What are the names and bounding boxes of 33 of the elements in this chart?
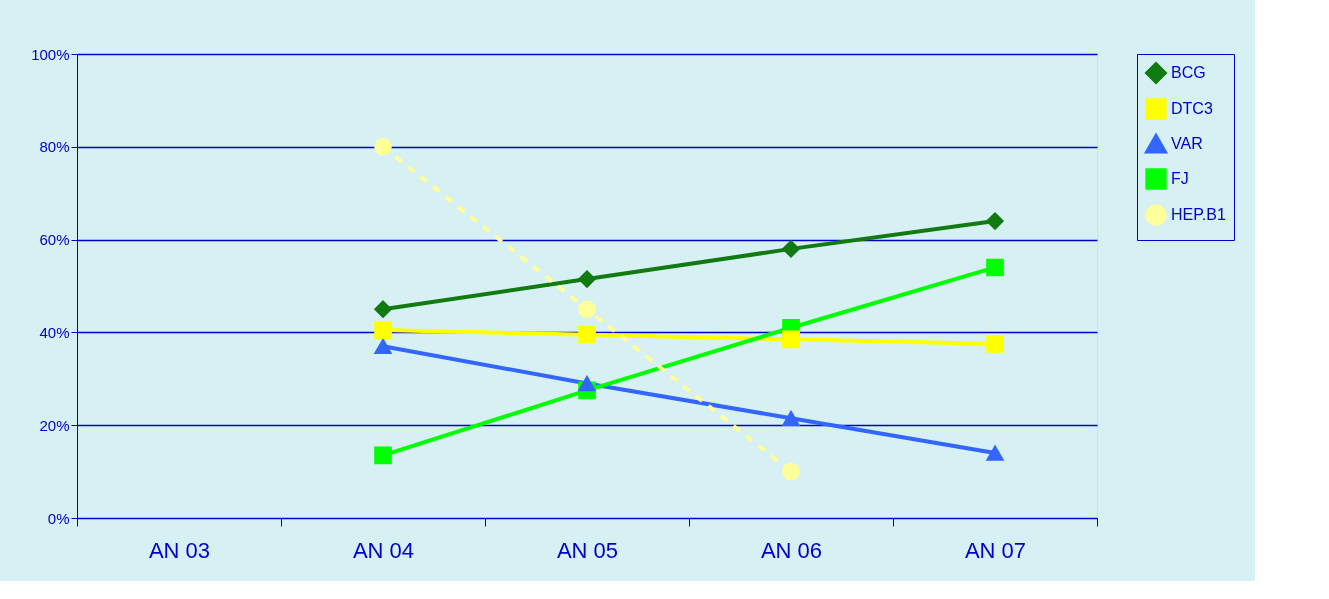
point xyxy=(782,410,800,426)
y-tick-label: 100% xyxy=(31,45,70,63)
legend-label: VAR xyxy=(1171,135,1203,152)
point xyxy=(782,240,800,258)
point xyxy=(374,138,392,156)
point xyxy=(986,445,1004,461)
point xyxy=(578,270,596,288)
point xyxy=(782,330,800,349)
point xyxy=(986,335,1004,353)
x-tick-label: AN 03 xyxy=(148,537,211,563)
point xyxy=(374,338,392,355)
legend-label: HEP.B1 xyxy=(1171,206,1226,223)
point xyxy=(782,462,800,481)
point xyxy=(986,258,1004,277)
point xyxy=(578,325,596,344)
x-tick-label: AN 07 xyxy=(964,537,1027,563)
point xyxy=(374,446,392,465)
point xyxy=(986,212,1004,230)
x-tick-label: AN 05 xyxy=(556,537,619,563)
point xyxy=(578,300,596,318)
legend-label: BCG xyxy=(1171,64,1206,81)
point xyxy=(374,321,392,339)
point xyxy=(374,300,392,319)
y-tick-label: 20% xyxy=(39,416,70,434)
x-tick-label: AN 06 xyxy=(760,537,823,563)
point xyxy=(578,375,596,392)
legend-label: FJ xyxy=(1171,170,1189,187)
y-tick-label: 40% xyxy=(39,323,70,341)
y-tick-label: 60% xyxy=(39,231,70,249)
legend-label: DTC3 xyxy=(1171,100,1213,117)
y-tick-label: 0% xyxy=(47,509,70,527)
y-tick-label: 80% xyxy=(39,138,70,156)
x-tick-label: AN 04 xyxy=(352,537,415,563)
